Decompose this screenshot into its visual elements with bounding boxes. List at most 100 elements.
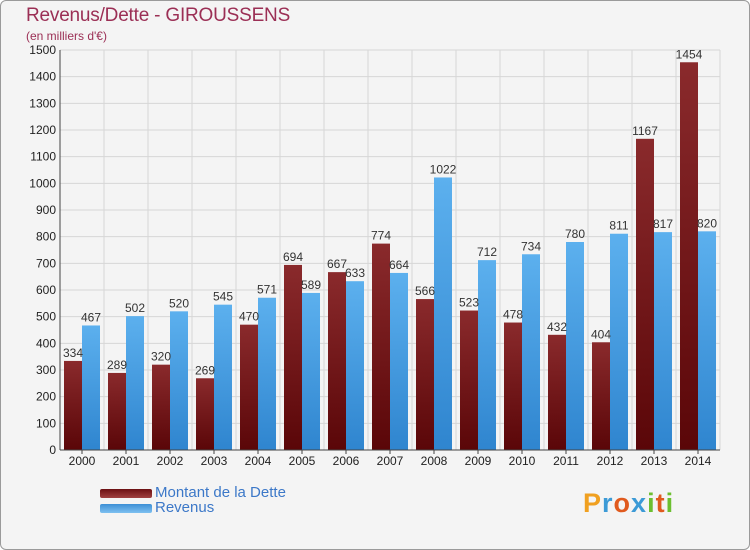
logo-letter: r <box>602 488 614 518</box>
proxiti-logo: Proxiti <box>583 488 674 519</box>
y-tick-label: 900 <box>36 203 56 217</box>
x-tick-label: 2003 <box>201 454 228 468</box>
y-tick-label: 300 <box>36 363 56 377</box>
logo-letter: t <box>655 488 666 518</box>
bar-debt <box>64 360 82 450</box>
bar-revenue <box>434 177 452 450</box>
legend-swatch-revenue <box>100 504 152 513</box>
bar-revenue <box>654 232 672 450</box>
y-tick-label: 0 <box>49 443 56 457</box>
data-label-revenue: 811 <box>609 219 628 233</box>
data-label-debt: 269 <box>195 363 215 377</box>
bar-revenue <box>522 254 540 450</box>
y-tick-label: 600 <box>36 283 56 297</box>
data-label-revenue: 589 <box>301 278 321 292</box>
data-label-revenue: 1022 <box>430 162 457 176</box>
bar-revenue <box>170 311 188 450</box>
x-tick-label: 2006 <box>333 454 360 468</box>
y-tick-label: 1300 <box>29 96 56 110</box>
legend-label-revenue: Revenus <box>155 499 215 516</box>
bar-debt <box>328 272 346 450</box>
logo-letter: i <box>647 488 656 518</box>
bar-debt <box>680 62 698 451</box>
data-label-revenue: 817 <box>653 217 673 231</box>
bar-debt <box>108 372 126 450</box>
bar-debt <box>592 342 610 450</box>
data-label-debt: 334 <box>63 346 83 360</box>
bar-debt <box>372 243 390 450</box>
data-label-debt: 478 <box>503 308 523 322</box>
logo-letter: P <box>583 488 603 518</box>
x-tick-label: 2009 <box>465 454 492 468</box>
data-label-revenue: 780 <box>565 227 585 241</box>
y-tick-label: 500 <box>36 310 56 324</box>
axes: 0 100 200 300 400 500 600 700 800 900 1000 1100 1200… <box>29 43 720 468</box>
data-label-revenue: 520 <box>169 296 189 310</box>
y-tick-label: 800 <box>36 230 56 244</box>
x-tick-label: 2005 <box>289 454 316 468</box>
x-tick-label: 2013 <box>641 454 668 468</box>
y-tick-label: 1400 <box>29 70 56 84</box>
bar-revenue <box>478 260 496 450</box>
x-tick-label: 2008 <box>421 454 448 468</box>
data-label-debt: 470 <box>239 310 259 324</box>
data-label-revenue: 467 <box>81 310 101 324</box>
y-tick-label: 100 <box>36 416 56 430</box>
data-label-debt: 320 <box>151 350 171 364</box>
x-tick-label: 2000 <box>69 454 96 468</box>
y-tick-label: 200 <box>36 390 56 404</box>
chart-title: Revenus/Dette - GIROUSSENS <box>26 5 291 26</box>
bar-revenue <box>214 304 232 450</box>
x-tick-label: 2010 <box>509 454 536 468</box>
data-label-revenue: 712 <box>477 245 497 259</box>
data-label-revenue: 571 <box>257 283 277 297</box>
y-tick-label: 1200 <box>29 123 56 137</box>
data-label-debt: 566 <box>415 284 435 298</box>
bar-revenue <box>82 325 100 450</box>
data-label-debt: 774 <box>371 229 391 243</box>
data-label-debt: 432 <box>547 320 567 334</box>
y-tick-label: 1000 <box>29 176 56 190</box>
data-label-debt: 289 <box>107 358 127 372</box>
data-label-revenue: 502 <box>125 301 145 315</box>
data-labels: 3344672895023205202695454705716945896676… <box>63 47 717 377</box>
data-label-debt: 404 <box>591 327 611 341</box>
bar-revenue <box>566 242 584 450</box>
data-label-revenue: 734 <box>521 239 541 253</box>
legend-swatch-debt <box>100 489 152 498</box>
y-tick-label: 1100 <box>30 150 56 164</box>
x-tick-label: 2012 <box>597 454 624 468</box>
y-tick-label: 700 <box>36 256 56 270</box>
bar-revenue <box>610 233 628 450</box>
x-tick-label: 2001 <box>113 454 140 468</box>
data-label-revenue: 633 <box>345 266 365 280</box>
bar-debt <box>196 378 214 450</box>
bar-revenue <box>302 292 320 450</box>
y-tick-label: 400 <box>36 336 56 350</box>
bar-debt <box>284 264 302 450</box>
data-label-revenue: 664 <box>389 258 409 272</box>
data-label-debt: 523 <box>459 296 479 310</box>
x-tick-label: 2004 <box>245 454 272 468</box>
bar-debt <box>636 138 654 451</box>
data-label-debt: 667 <box>327 257 347 271</box>
chart-subtitle: (en milliers d'€) <box>26 29 107 43</box>
bar-debt <box>152 364 170 450</box>
bar-debt <box>548 334 566 450</box>
x-tick-label: 2011 <box>553 454 579 468</box>
x-tick-label: 2007 <box>377 454 404 468</box>
x-tick-label: 2014 <box>685 454 712 468</box>
data-label-revenue: 545 <box>213 290 233 304</box>
bar-debt <box>416 299 434 450</box>
data-label-debt: 1454 <box>676 47 703 61</box>
y-tick-label: 1500 <box>29 43 56 57</box>
bar-revenue <box>258 297 276 450</box>
bar-debt <box>504 322 522 450</box>
x-tick-label: 2002 <box>157 454 184 468</box>
bar-revenue <box>346 281 364 450</box>
legend-label-debt: Montant de la Dette <box>155 484 286 501</box>
bar-debt <box>240 324 258 450</box>
logo-letter: x <box>631 488 648 518</box>
bar-revenue <box>390 272 408 450</box>
